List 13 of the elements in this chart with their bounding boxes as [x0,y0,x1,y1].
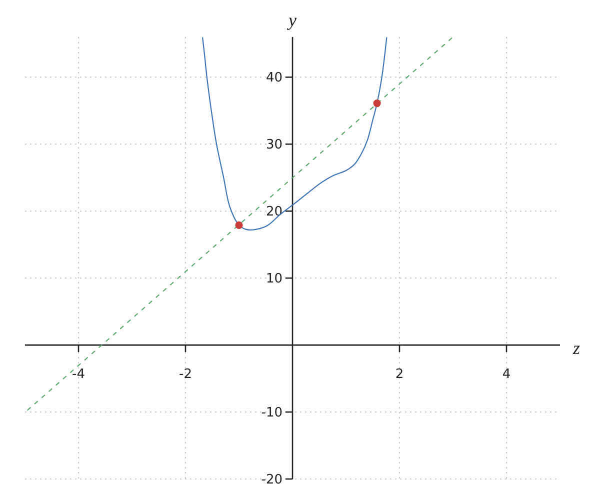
y-axis-title: y [286,10,296,30]
x-tick-label: -4 [72,367,85,382]
x-tick-label: 2 [395,367,404,382]
y-tick-label: 30 [266,138,282,153]
x-tick-label: -2 [179,367,192,382]
x-axis-title: z [572,338,580,358]
y-tick-label: 20 [266,204,282,220]
y-tick-label: -10 [261,406,282,421]
y-tick-label: 10 [266,272,282,287]
y-tick-label: 40 [266,70,282,86]
line-series [202,37,388,230]
y-tick-label: -20 [261,472,282,488]
x-tick-label: 4 [502,367,511,382]
